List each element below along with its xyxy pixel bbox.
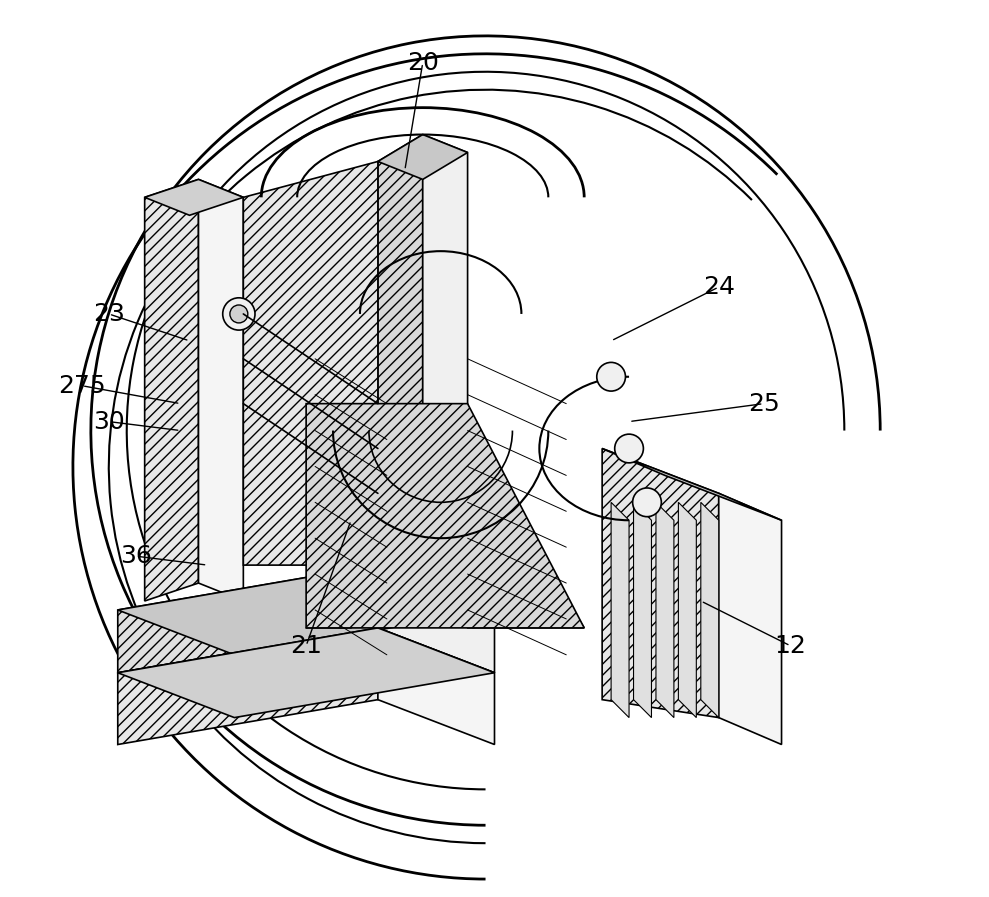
Polygon shape <box>422 135 468 556</box>
Polygon shape <box>378 135 468 179</box>
Text: 20: 20 <box>406 51 439 74</box>
Polygon shape <box>118 628 378 745</box>
Text: 36: 36 <box>120 544 151 568</box>
Circle shape <box>229 305 248 323</box>
Circle shape <box>223 298 255 330</box>
Text: 23: 23 <box>93 302 125 326</box>
Circle shape <box>633 488 662 517</box>
Polygon shape <box>118 628 494 718</box>
Text: 12: 12 <box>774 634 806 658</box>
Circle shape <box>596 362 625 391</box>
Polygon shape <box>378 565 494 673</box>
Text: 25: 25 <box>748 392 779 415</box>
Polygon shape <box>199 179 243 601</box>
Polygon shape <box>118 565 494 655</box>
Polygon shape <box>422 538 584 628</box>
Polygon shape <box>144 179 243 215</box>
Polygon shape <box>611 502 629 718</box>
Text: 24: 24 <box>703 275 735 299</box>
Polygon shape <box>144 179 199 601</box>
Text: 30: 30 <box>93 410 125 433</box>
Polygon shape <box>602 448 781 520</box>
Text: 275: 275 <box>58 374 106 397</box>
Polygon shape <box>656 502 674 718</box>
Polygon shape <box>701 502 719 718</box>
Polygon shape <box>307 404 584 628</box>
Polygon shape <box>378 628 494 745</box>
Polygon shape <box>243 161 378 565</box>
Polygon shape <box>307 538 422 628</box>
Polygon shape <box>678 502 696 718</box>
Polygon shape <box>634 502 652 718</box>
Polygon shape <box>719 493 781 745</box>
Text: 21: 21 <box>290 634 322 658</box>
Polygon shape <box>602 448 719 718</box>
Circle shape <box>615 434 644 463</box>
Polygon shape <box>378 135 422 556</box>
Polygon shape <box>118 565 378 673</box>
